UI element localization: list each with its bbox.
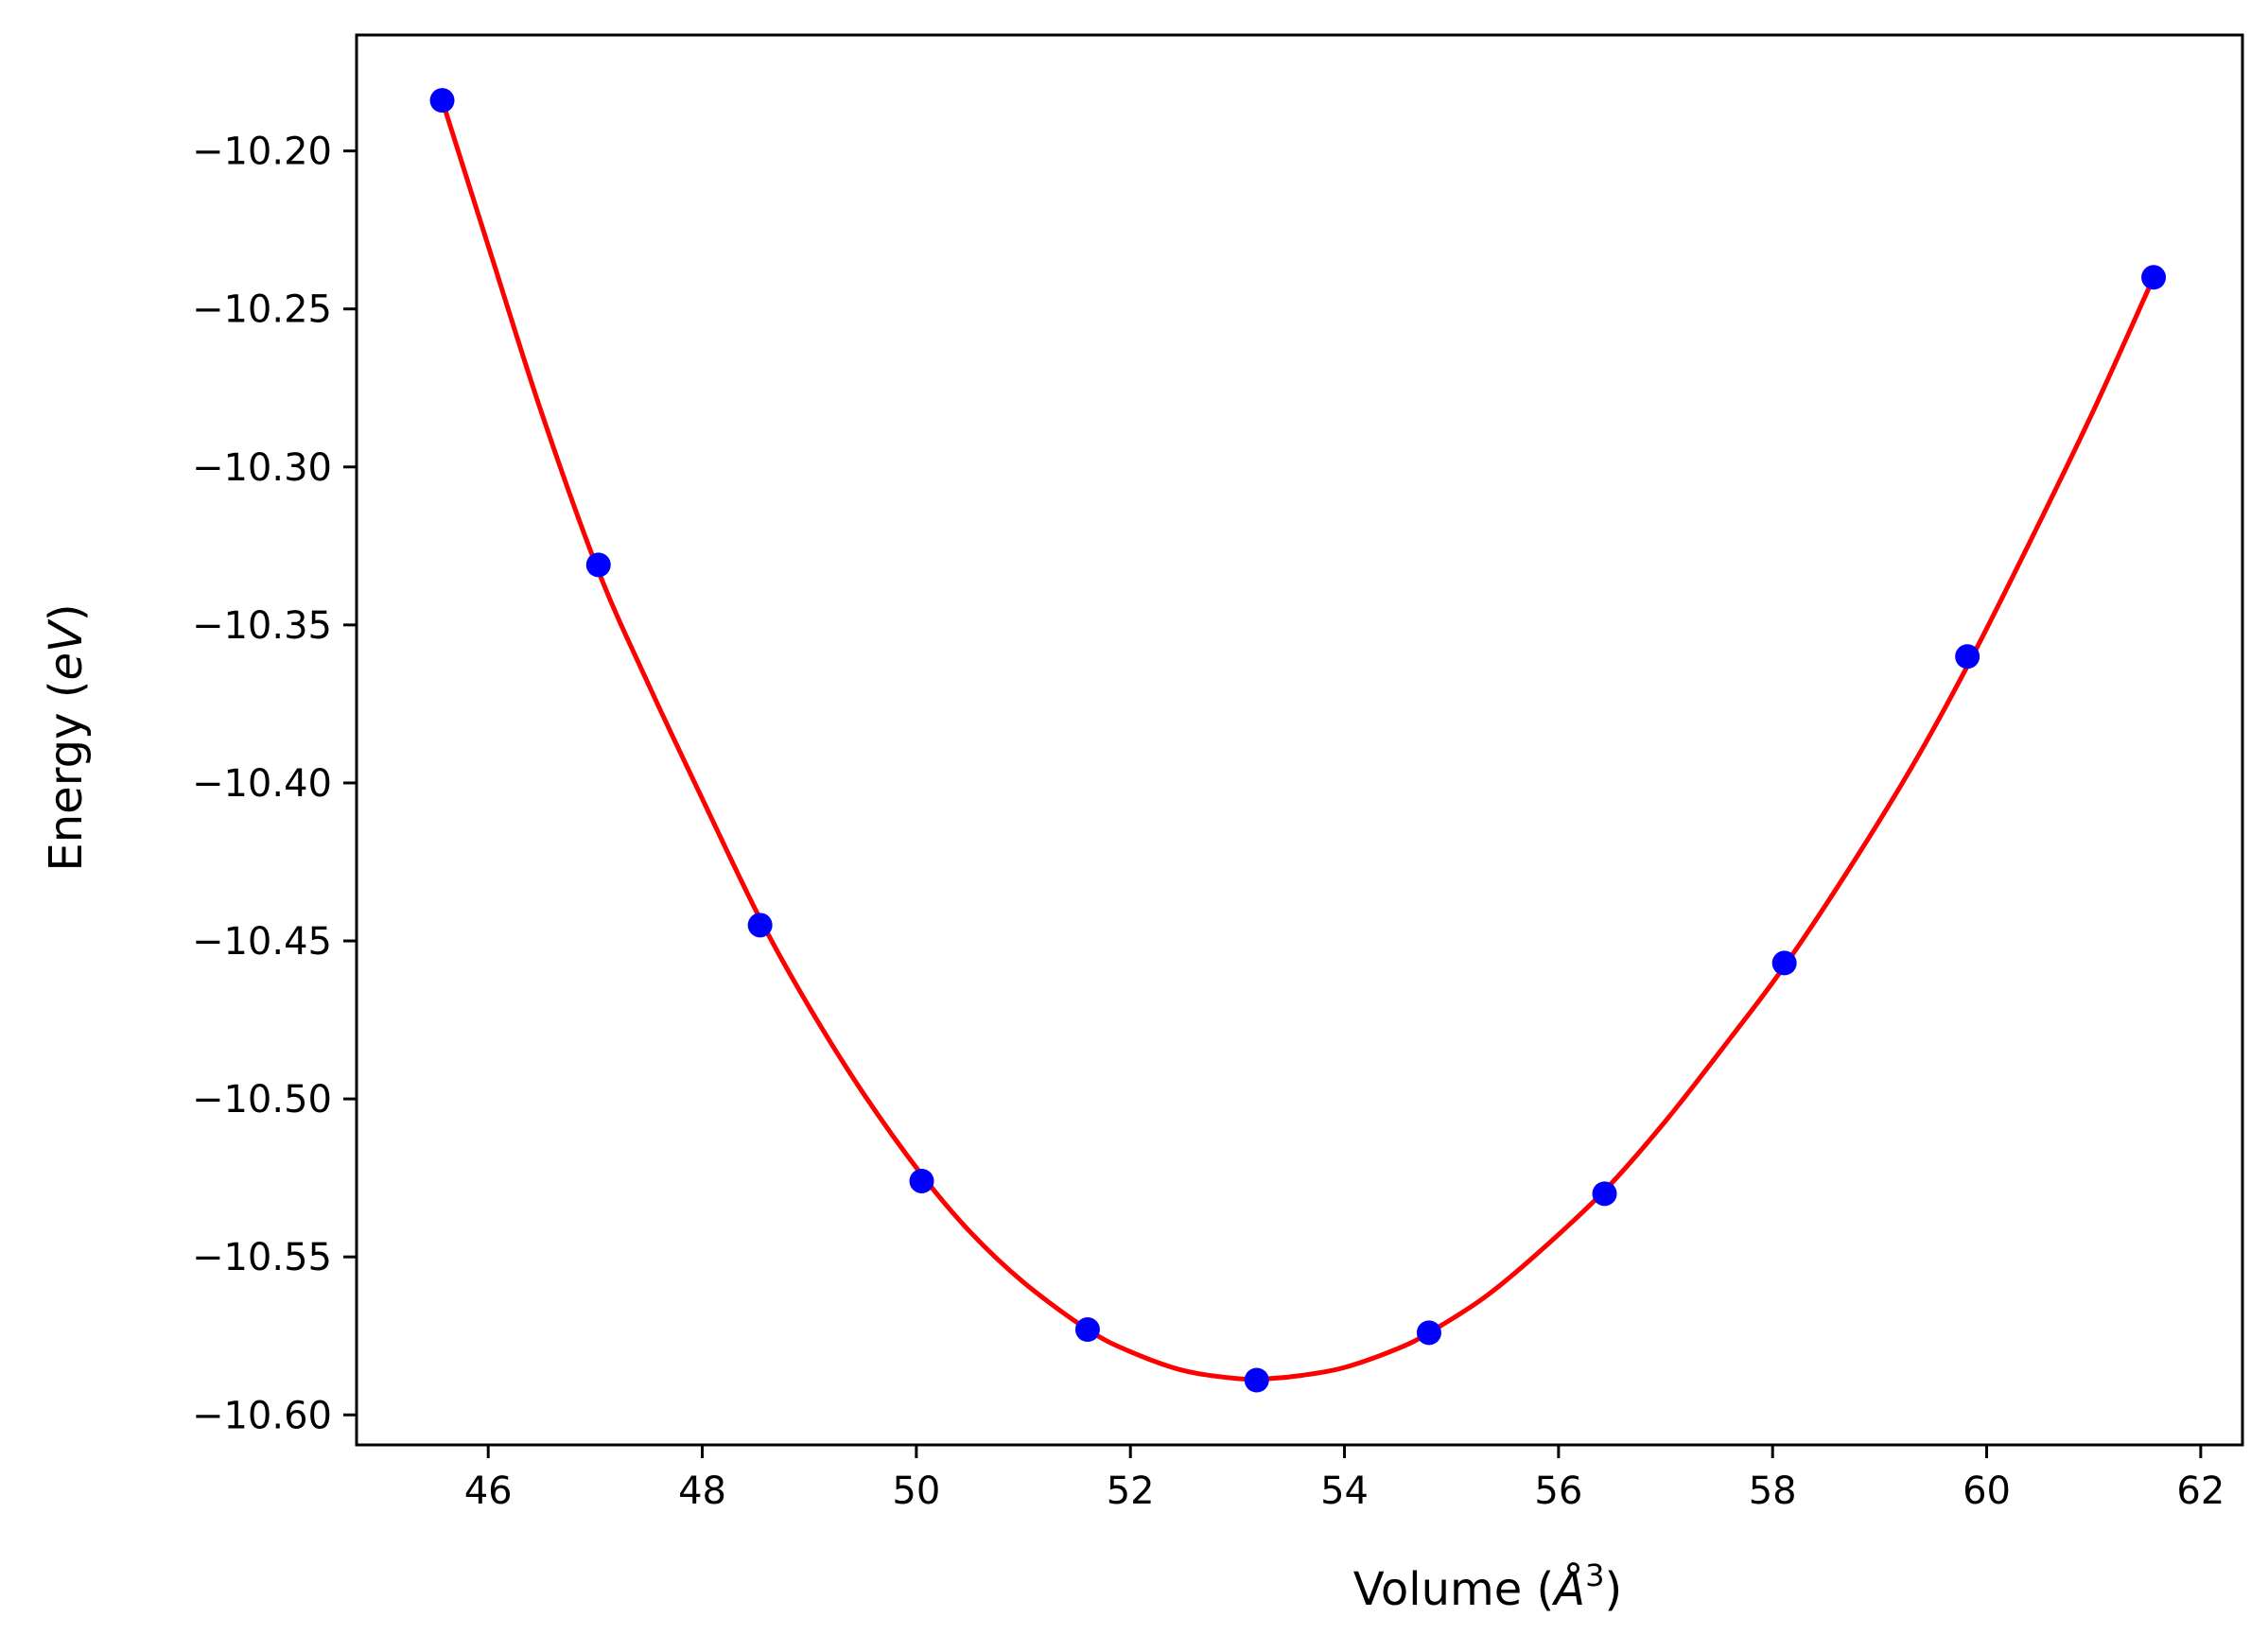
data-point	[909, 1168, 934, 1193]
x-tick-label: 62	[2176, 1469, 2224, 1513]
x-axis: 46 48 50 52 54 56 58 60 62	[464, 1445, 2224, 1513]
x-tick-label: 60	[1963, 1469, 2011, 1513]
x-tick-label: 58	[1749, 1469, 1797, 1513]
x-tick-label: 52	[1107, 1469, 1155, 1513]
plot-frame	[355, 33, 2244, 1447]
x-tick-label: 50	[892, 1469, 940, 1513]
data-point	[1244, 1367, 1269, 1393]
data-point	[429, 88, 455, 113]
y-axis-title-prefix: Energy (	[40, 681, 93, 872]
data-point	[1074, 1317, 1100, 1343]
data-point	[1955, 644, 1980, 669]
y-tick-label: −10.30	[192, 446, 332, 490]
x-axis-title-unit: Å	[1551, 1562, 1585, 1616]
y-tick-label: −10.45	[192, 920, 332, 964]
data-point	[747, 913, 773, 938]
x-axis-title-suffix: )	[1604, 1563, 1622, 1616]
x-tick-label: 46	[464, 1469, 513, 1513]
y-axis-title: Energy (eV)	[40, 603, 93, 871]
x-tick-label: 54	[1320, 1469, 1369, 1513]
y-tick-label: −10.50	[192, 1078, 332, 1122]
x-axis-title-prefix: Volume (	[1353, 1563, 1555, 1616]
data-point	[2141, 265, 2167, 290]
plot-area	[429, 88, 2167, 1393]
data-point	[1592, 1181, 1617, 1207]
x-tick-label: 56	[1534, 1469, 1582, 1513]
y-axis-title-unit: eV	[40, 618, 93, 681]
y-tick-label: −10.60	[192, 1394, 332, 1437]
y-tick-label: −10.40	[192, 762, 332, 806]
y-tick-label: −10.25	[192, 288, 332, 332]
x-axis-title-exponent: 3	[1585, 1557, 1604, 1593]
data-point	[585, 552, 611, 578]
data-point	[1771, 950, 1797, 976]
x-tick-label: 48	[678, 1469, 726, 1513]
y-axis: −10.20 −10.25 −10.30 −10.35 −10.40 −10.45 −10.…	[192, 130, 357, 1437]
y-tick-label: −10.20	[192, 130, 332, 174]
y-tick-label: −10.55	[192, 1236, 332, 1279]
y-axis-title-suffix: )	[40, 603, 93, 621]
fit-curve-line	[440, 97, 2156, 1382]
data-point	[1416, 1320, 1441, 1346]
x-axis-title: Volume (Å3)	[1353, 1557, 1622, 1616]
y-tick-label: −10.35	[192, 604, 332, 648]
